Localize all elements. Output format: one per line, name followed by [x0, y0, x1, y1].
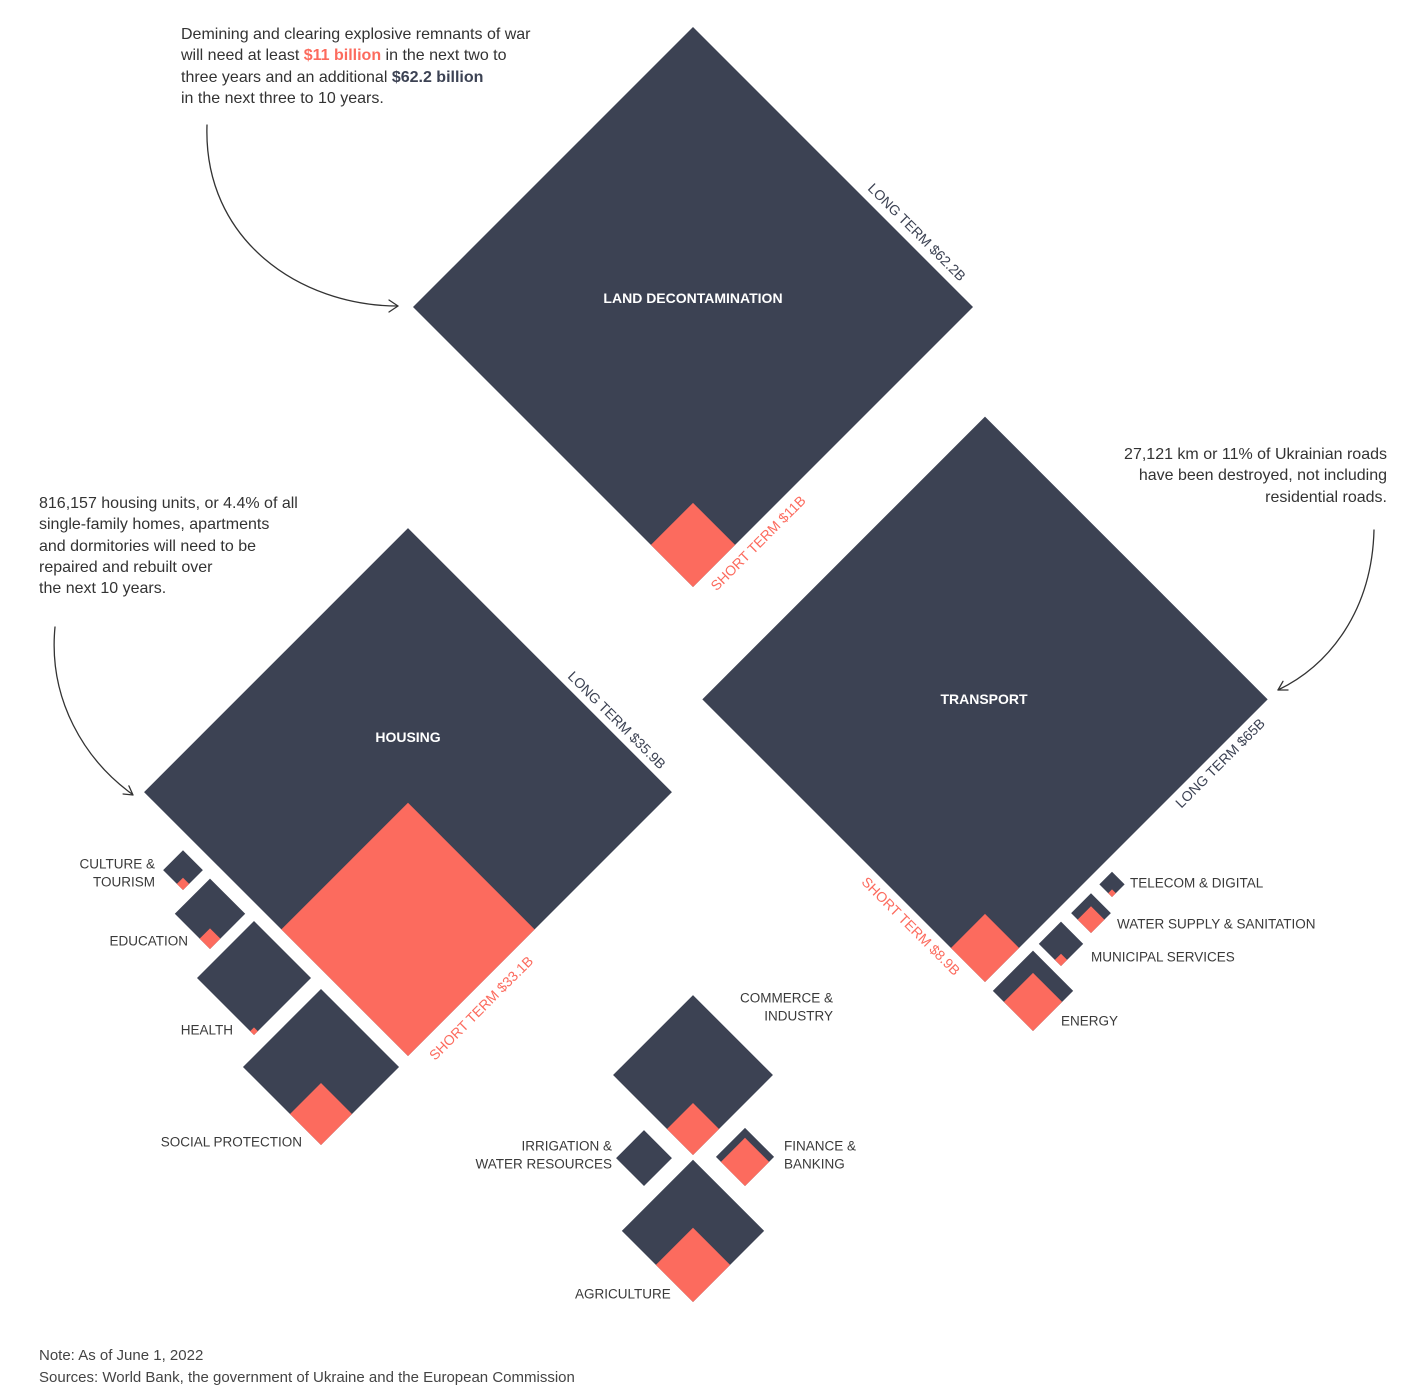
sector-title-land-decontamination: LAND DECONTAMINATION — [603, 290, 782, 306]
land-annotation-arrowhead — [388, 299, 399, 313]
transport-annotation-arrowhead — [1277, 680, 1289, 691]
annotation-line: three years and an additional $62.2 bill… — [181, 67, 531, 88]
long-term-diamond-transport — [702, 416, 1268, 982]
short-term-diamond-agriculture — [655, 1227, 731, 1302]
long-term-diamond-irrigation-water-resources — [616, 1130, 672, 1186]
long-term-diamond-telecom-digital — [1099, 871, 1125, 897]
sector-label-education: EDUCATION — [109, 934, 188, 949]
sector-label-culture-tourism: TOURISM — [93, 875, 155, 890]
annotation-line: will need at least $11 billion in the ne… — [181, 45, 531, 66]
annotation-line: 816,157 housing units, or 4.4% of all — [39, 495, 298, 512]
sector-label-municipal-services: MUNICIPAL SERVICES — [1091, 950, 1235, 965]
short-term-diamond-telecom-digital — [1108, 889, 1116, 897]
short-term-diamond-municipal-services — [1054, 953, 1068, 966]
annotation-line: single-family homes, apartments — [39, 516, 270, 534]
annotation-text: three years and an additional — [181, 68, 392, 86]
transport-annotation: 27,121 km or 11% of Ukrainian roads have… — [1124, 444, 1387, 508]
annotation-line: the next 10 years. — [39, 580, 167, 598]
sector-title-transport: TRANSPORT — [940, 691, 1028, 707]
long-term-diamond-commerce-industry — [613, 995, 773, 1155]
long-term-diamond-housing — [144, 528, 672, 1056]
long-term-diamond-culture-tourism — [163, 850, 203, 890]
annotation-line: Demining and clearing explosive remnants… — [181, 26, 531, 43]
sector-label-finance-banking: BANKING — [784, 1157, 845, 1172]
short-term-diamond-education — [199, 928, 221, 949]
sector-label-culture-tourism: CULTURE & — [79, 857, 155, 872]
sector-label-water-supply-sanitation: WATER SUPPLY & SANITATION — [1117, 917, 1316, 932]
sector-titles: LAND DECONTAMINATION HOUSING TRANSPORT — [375, 290, 1028, 745]
sector-label-health: HEALTH — [181, 1023, 233, 1038]
long-term-diamond-municipal-services — [1038, 921, 1084, 966]
category-labels: CULTURE & TOURISM EDUCATION HEALTH SOCIA… — [79, 857, 1315, 1302]
sector-label-energy: ENERGY — [1061, 1014, 1118, 1029]
sector-label-commerce-industry: INDUSTRY — [764, 1009, 833, 1024]
annotation-text: will need at least — [181, 47, 304, 65]
short-term-diamond-water-supply-sanitation — [1077, 906, 1105, 933]
long-term-amount: $62.2 billion — [391, 68, 484, 86]
short-term-diamond-housing — [281, 802, 535, 1056]
annotation-line: have been destroyed, not including — [1138, 467, 1387, 485]
long-term-diamond-land-decontamination — [413, 27, 973, 587]
footer-note: Note: As of June 1, 2022 — [39, 1347, 204, 1364]
short-term-diamond-commerce-industry — [666, 1102, 720, 1155]
short-term-diamond-land-decontamination — [650, 502, 736, 587]
sector-title-housing: HOUSING — [375, 729, 440, 745]
short-term-diamond-transport — [950, 913, 1020, 982]
short-term-diamond-finance-banking — [720, 1137, 770, 1186]
housing-annotation-arrow — [53, 626, 133, 795]
short-term-amount: $11 billion — [303, 47, 382, 65]
annotation-line: residential roads. — [1265, 488, 1387, 506]
sector-label-irrigation-water-resources: IRRIGATION & — [521, 1139, 612, 1154]
annotation-line: 27,121 km or 11% of Ukrainian roads — [1124, 446, 1387, 463]
footer-sources: Sources: World Bank, the government of U… — [39, 1369, 575, 1386]
housing-annotation: 816,157 housing units, or 4.4% of all si… — [39, 493, 298, 599]
land-annotation-arrow — [206, 124, 399, 307]
short-term-diamond-social-protection — [290, 1083, 352, 1145]
long-term-diamond-health — [197, 921, 311, 1035]
housing-annotation-arrowhead — [122, 785, 134, 796]
annotation-arrows — [53, 124, 1375, 796]
sector-label-agriculture: AGRICULTURE — [575, 1287, 671, 1302]
sector-label-finance-banking: FINANCE & — [784, 1139, 856, 1154]
sector-label-commerce-industry: COMMERCE & — [740, 991, 833, 1006]
annotation-line: repaired and rebuilt over — [39, 558, 213, 576]
annotation-text: in the next two to — [381, 47, 507, 65]
sector-label-telecom-digital: TELECOM & DIGITAL — [1130, 876, 1264, 891]
land-decontamination-annotation: Demining and clearing explosive remnants… — [181, 24, 531, 109]
transport-annotation-arrow — [1277, 529, 1375, 691]
long-term-diamond-social-protection — [242, 988, 400, 1145]
short-term-diamond-energy — [1003, 972, 1063, 1031]
sector-label-irrigation-water-resources: WATER RESOURCES — [475, 1157, 612, 1172]
annotation-line: and dormitories will need to be — [39, 537, 257, 555]
sector-diamonds — [144, 27, 1268, 1302]
sector-label-social-protection: SOCIAL PROTECTION — [161, 1135, 302, 1150]
long-term-diamond-education — [174, 878, 246, 949]
annotation-line: in the next three to 10 years. — [181, 89, 384, 107]
short-term-diamond-health — [250, 1027, 258, 1035]
short-term-diamond-culture-tourism — [176, 877, 190, 890]
